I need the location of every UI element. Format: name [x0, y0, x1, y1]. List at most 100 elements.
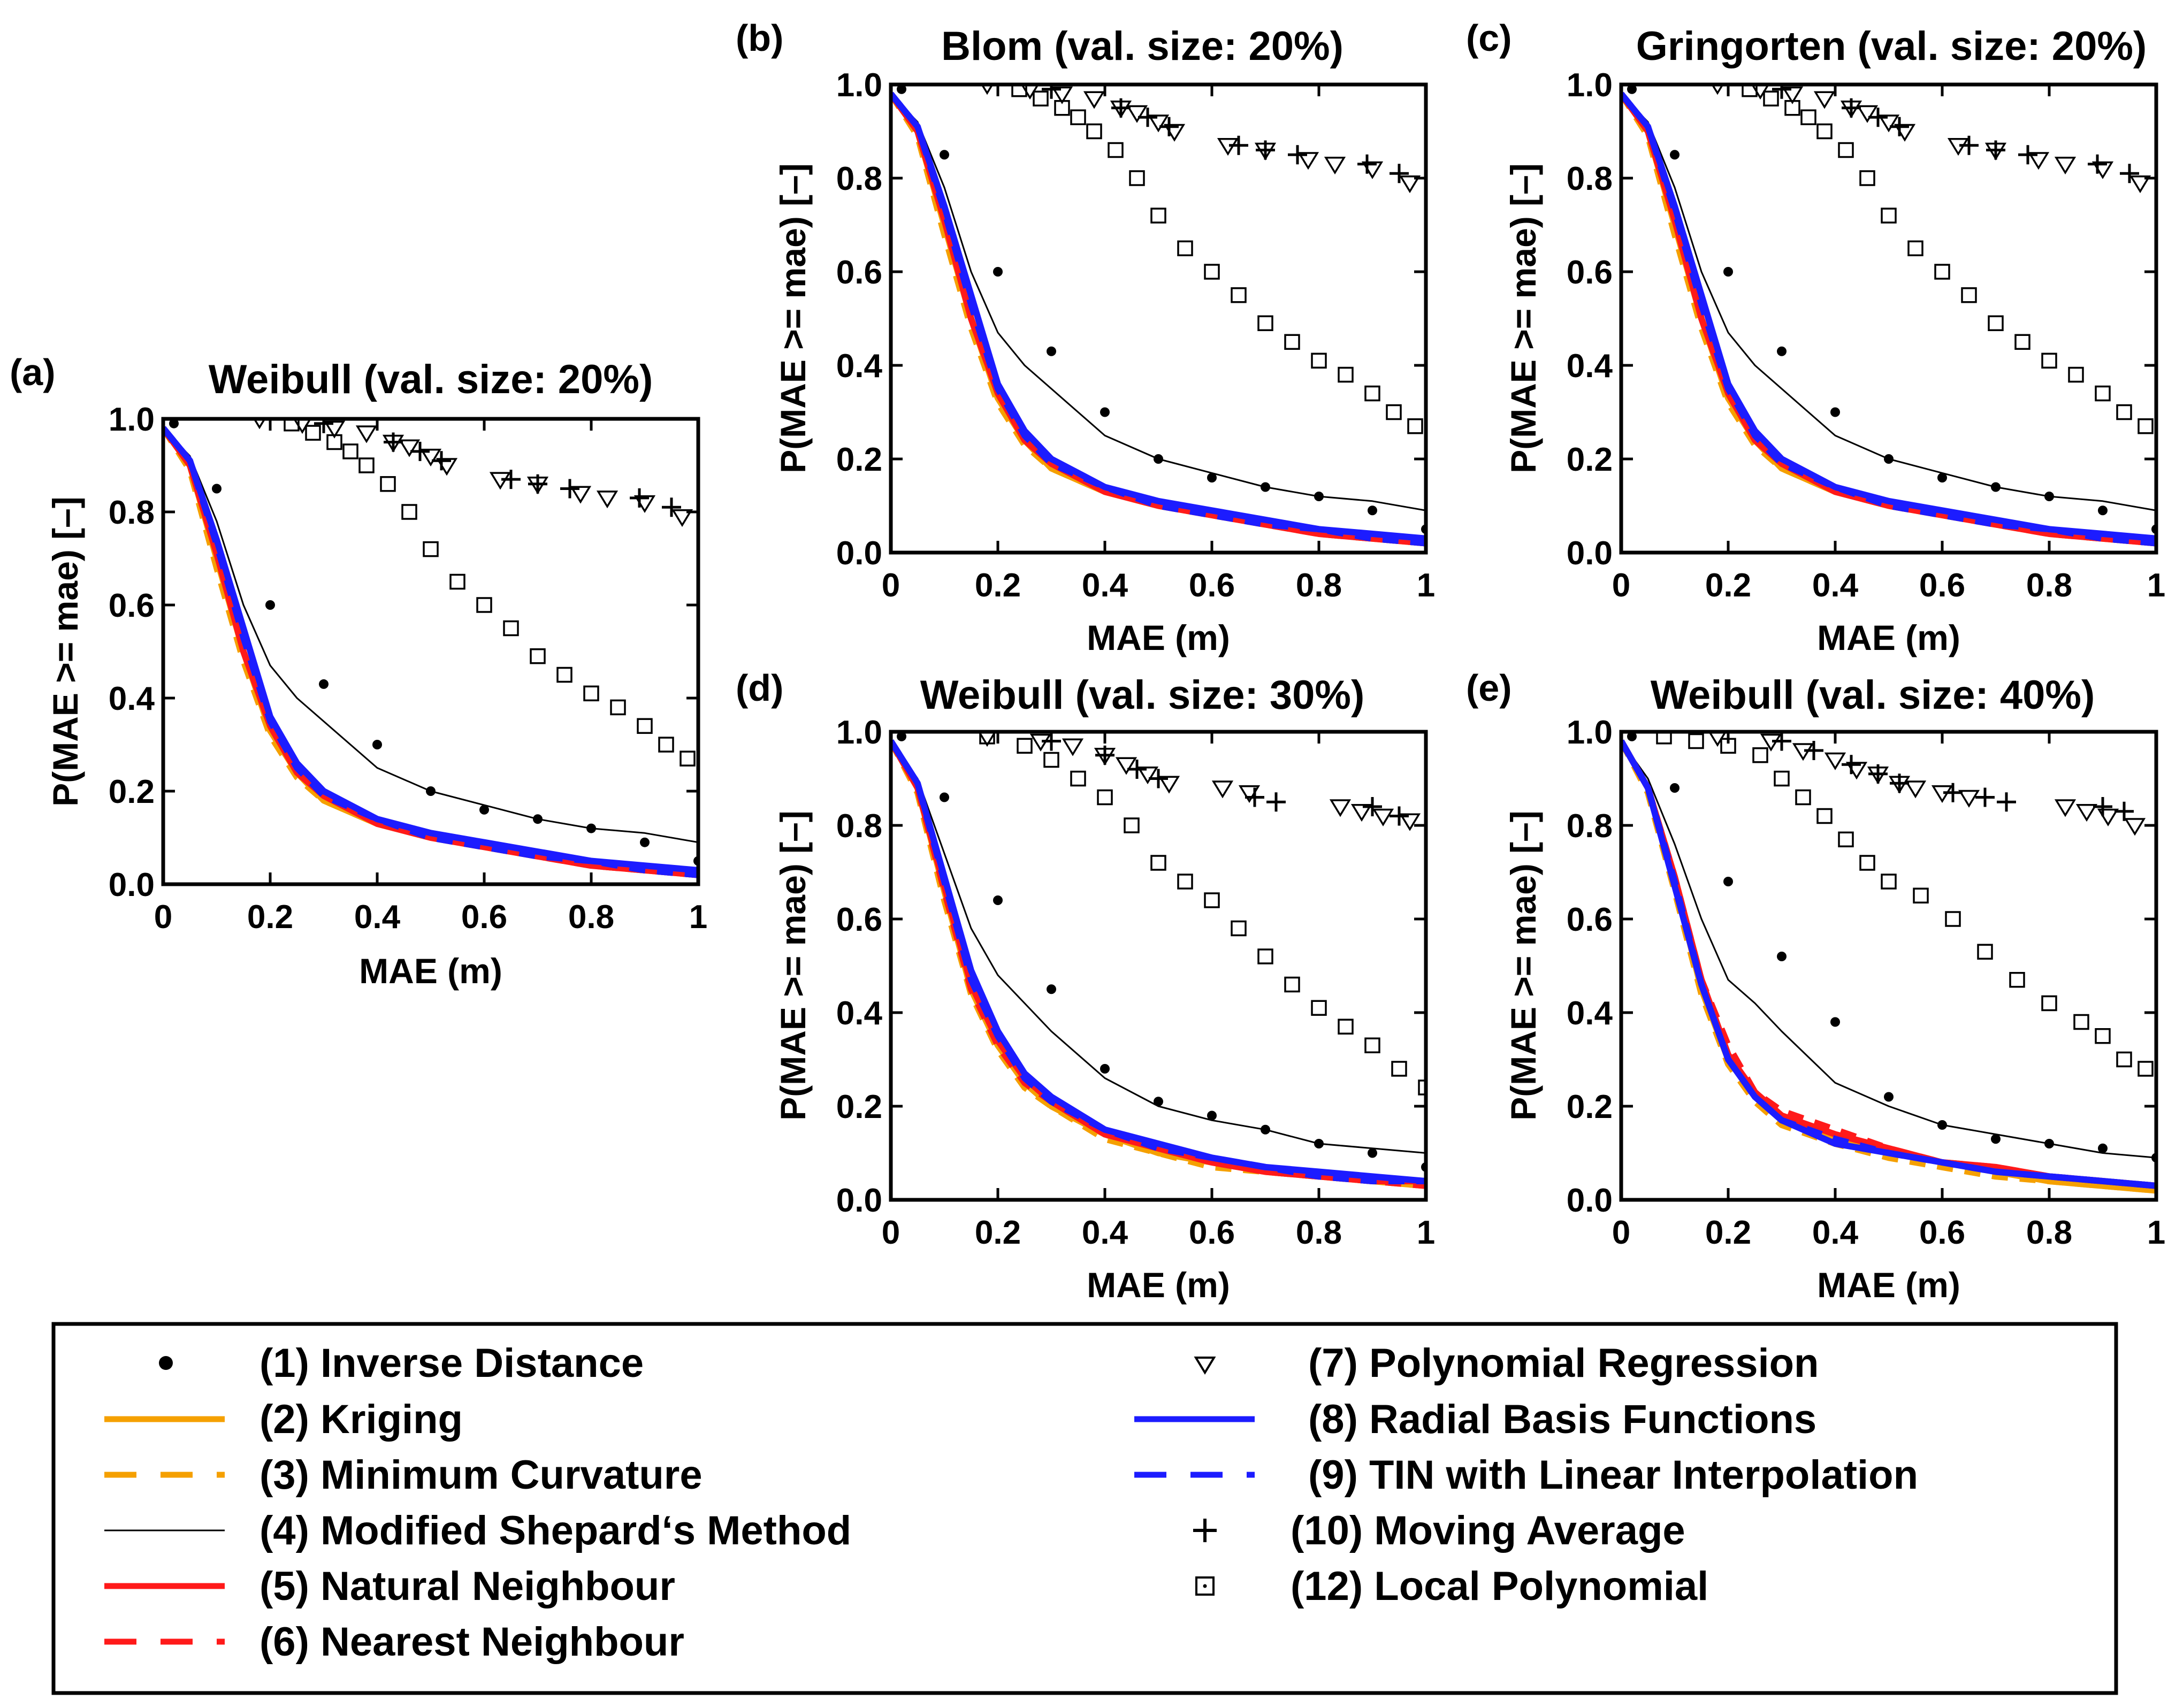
x-tick-label: 0.4	[1082, 1214, 1128, 1251]
y-axis-label: P(MAE >= mae) [–]	[773, 810, 813, 1121]
point-moving-average	[1842, 98, 1861, 118]
point-local-polynomial	[1043, 752, 1059, 768]
point-local-polynomial	[1742, 85, 1758, 97]
point-polynomial-regression	[1824, 752, 1846, 770]
point-inverse-distance	[940, 792, 949, 802]
point-local-polynomial	[1720, 738, 1736, 754]
point-local-polynomial	[1364, 385, 1380, 402]
series-line-natural-neighbour	[163, 426, 698, 878]
plot-frame	[889, 82, 1428, 555]
point-moving-average	[1842, 755, 1861, 775]
series-line-nearest-neighbour	[1621, 739, 2156, 1189]
x-tick-label: 1	[2147, 1214, 2165, 1251]
point-inverse-distance	[1261, 482, 1270, 492]
point-polynomial-regression	[1904, 780, 1927, 799]
x-tick-label: 0.4	[354, 899, 401, 936]
point-local-polynomial	[2116, 404, 2132, 420]
point-inverse-distance	[426, 786, 436, 796]
point-local-polynomial	[1177, 240, 1193, 256]
series-group	[163, 419, 698, 878]
legend-label: (1) Inverse Distance	[259, 1341, 644, 1386]
y-tick-label: 0.2	[836, 1089, 882, 1125]
point-polynomial-regression	[1781, 86, 1804, 104]
series-line-natural-neighbour	[1621, 92, 2156, 547]
point-local-polynomial	[1934, 264, 1950, 280]
y-tick-label: 0.4	[836, 995, 883, 1032]
tick-group: 0 0.2 0.4 0.6 0.8 1 0.0 0.2 0.4 0.6 0.8 1.0	[109, 401, 707, 936]
point-polynomial-regression	[1020, 85, 1040, 100]
point-polynomial-regression	[1372, 808, 1394, 826]
point-moving-average	[1868, 108, 1888, 127]
panel-c: (c) Gringorten (val. size: 20%) 0 0.2 0.4 0…	[1466, 17, 2165, 657]
point-moving-average	[1975, 787, 1995, 807]
point-polynomial-regression	[2124, 818, 2146, 836]
point-moving-average	[1390, 164, 1409, 183]
series-group	[1621, 732, 2156, 1194]
series-group	[891, 732, 1426, 1189]
y-tick-label: 0.8	[109, 494, 155, 531]
point-local-polynomial	[1859, 170, 1875, 186]
point-local-polynomial	[1859, 855, 1875, 871]
point-moving-average	[432, 451, 451, 471]
point-local-polynomial	[503, 620, 519, 637]
point-local-polynomial	[1386, 404, 1402, 420]
y-tick-label: 1.0	[109, 401, 155, 438]
point-polynomial-regression	[323, 420, 346, 439]
point-local-polynomial	[1257, 948, 1273, 964]
point-polynomial-regression	[1958, 790, 1980, 808]
point-local-polynomial	[1913, 887, 1929, 903]
point-local-polynomial	[2138, 1061, 2154, 1077]
point-moving-average	[1288, 145, 1307, 165]
point-local-polynomial	[680, 750, 696, 767]
point-moving-average	[1959, 135, 1979, 155]
point-polynomial-regression	[419, 448, 442, 466]
legend-marker-dotted-square	[1195, 1576, 1215, 1596]
series-line-minimum-curvature	[1621, 739, 2156, 1194]
point-inverse-distance	[1047, 984, 1056, 994]
point-polynomial-regression	[1399, 175, 1421, 194]
point-local-polynomial	[1097, 789, 1113, 806]
panel-b: (b) Blom (val. size: 20%) 0 0.2 0.4 0.6 0.8 1…	[736, 17, 1435, 657]
y-tick-label: 0.2	[109, 773, 155, 810]
legend-label: (8) Radial Basis Functions	[1308, 1397, 1816, 1442]
point-polynomial-regression	[1350, 804, 1373, 822]
point-polynomial-regression	[1115, 757, 1138, 775]
point-moving-average	[384, 432, 403, 452]
tick-group: 0 0.2 0.4 0.6 0.8 1 0.0 0.2 0.4 0.6 0.8 1.0	[836, 714, 1435, 1251]
point-local-polynomial	[583, 685, 599, 702]
point-local-polynomial	[1945, 911, 1961, 927]
point-local-polynomial	[1284, 334, 1300, 350]
point-moving-average	[1890, 773, 1909, 793]
y-tick-label: 0.6	[836, 254, 882, 291]
point-local-polynomial	[2041, 995, 2057, 1012]
panel-label: (d)	[736, 667, 783, 709]
point-local-polynomial	[1129, 170, 1145, 186]
point-local-polynomial	[1816, 123, 1833, 140]
y-tick-label: 0.4	[109, 680, 155, 717]
series-line-modified-shepard	[891, 93, 1426, 511]
point-local-polynomial	[1338, 366, 1354, 383]
x-tick-label: 0.2	[975, 1214, 1021, 1251]
y-axis-label: P(MAE >= mae) [–]	[45, 496, 85, 807]
plot-frame	[161, 417, 700, 886]
point-moving-average	[1363, 797, 1382, 816]
point-inverse-distance	[1830, 407, 1840, 417]
point-local-polynomial	[305, 425, 321, 441]
point-local-polynomial	[2014, 334, 2030, 350]
point-local-polynomial	[2095, 385, 2111, 402]
y-tick-label: 0.6	[1567, 901, 1613, 938]
point-local-polynomial	[1907, 240, 1923, 256]
panel-e: (e) Weibull (val. size: 40%) 0 0.2 0.4 0.6 0…	[1466, 667, 2165, 1305]
point-local-polynomial	[1752, 747, 1768, 763]
point-moving-average	[1042, 85, 1061, 99]
point-moving-average	[1772, 732, 1791, 751]
x-tick-label: 0.8	[1296, 567, 1342, 604]
series-group	[1621, 85, 2156, 547]
point-moving-average	[630, 488, 649, 508]
point-inverse-distance	[2098, 1143, 2108, 1153]
point-polynomial-regression	[2129, 175, 2151, 194]
x-tick-label: 0.2	[247, 899, 293, 936]
point-inverse-distance	[1627, 732, 1637, 741]
point-polynomial-regression	[2054, 157, 2077, 175]
point-local-polynomial	[423, 541, 439, 557]
